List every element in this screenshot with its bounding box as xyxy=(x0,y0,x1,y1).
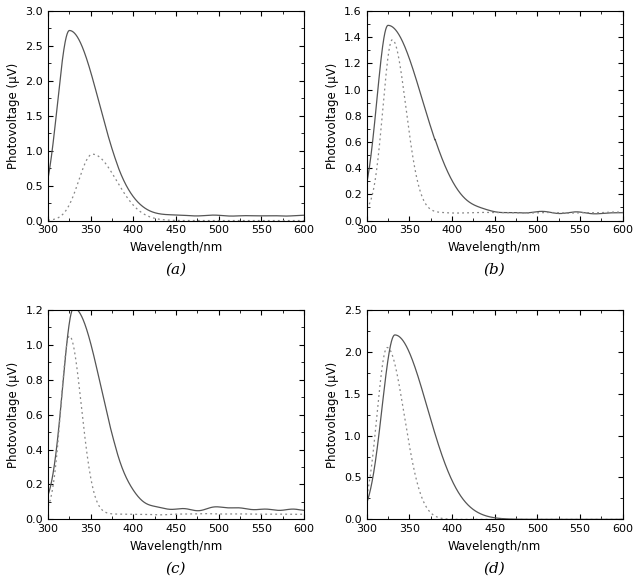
Y-axis label: Photovoltage (μV): Photovoltage (μV) xyxy=(326,63,339,169)
Y-axis label: Photovoltage (μV): Photovoltage (μV) xyxy=(326,361,339,468)
X-axis label: Wavelength/nm: Wavelength/nm xyxy=(129,241,223,254)
Text: (a): (a) xyxy=(166,263,187,277)
Y-axis label: Photovoltage (μV): Photovoltage (μV) xyxy=(7,63,20,169)
Text: (c): (c) xyxy=(166,561,186,575)
Text: (d): (d) xyxy=(484,561,506,575)
X-axis label: Wavelength/nm: Wavelength/nm xyxy=(448,241,541,254)
Y-axis label: Photovoltage (μV): Photovoltage (μV) xyxy=(7,361,20,468)
Text: (b): (b) xyxy=(484,263,506,277)
X-axis label: Wavelength/nm: Wavelength/nm xyxy=(448,540,541,553)
X-axis label: Wavelength/nm: Wavelength/nm xyxy=(129,540,223,553)
